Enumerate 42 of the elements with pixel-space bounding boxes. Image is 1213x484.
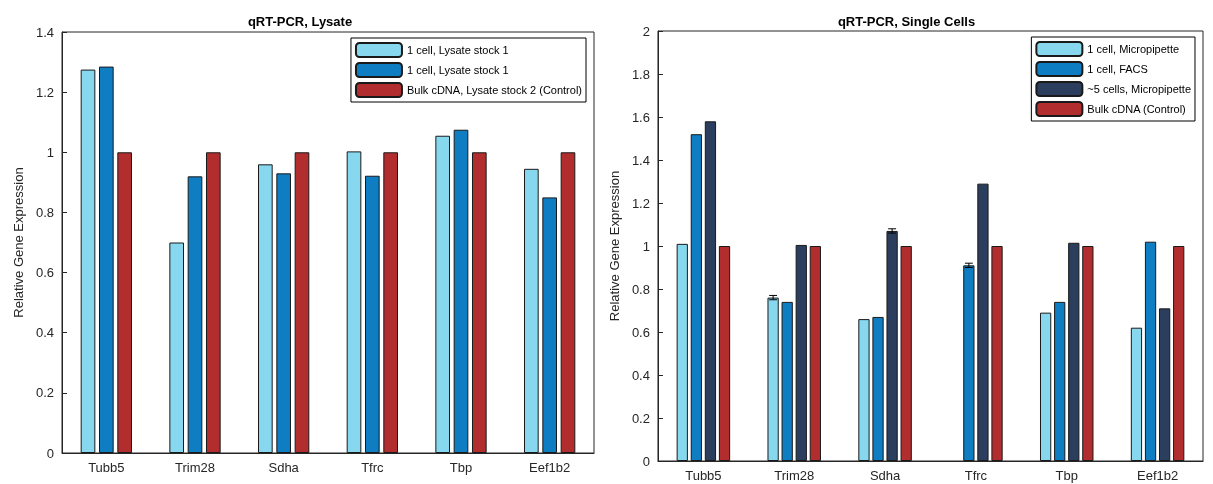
x-tick-label: Tbp — [1055, 468, 1078, 483]
y-tick-label: 0 — [642, 453, 650, 469]
y-tick-label: 1.2 — [631, 195, 650, 211]
legend-label: 1 cell, Lysate stock 1 — [406, 44, 509, 56]
y-tick-label: 0.6 — [631, 324, 650, 340]
y-tick-label: 1.8 — [631, 66, 650, 82]
y-axis-title: Relative Gene Expression — [11, 167, 27, 318]
y-tick-label: 1 — [46, 144, 54, 160]
y-tick-label: 0.2 — [631, 410, 650, 426]
legend-label: 1 cell, FACS — [1087, 63, 1148, 75]
x-tick-label: Eef1b2 — [529, 460, 571, 475]
x-tick-label: Tfrc — [964, 468, 988, 483]
chart-title: qRT-PCR, Single Cells — [837, 14, 976, 29]
legend-label: Bulk cDNA (Control) — [1087, 103, 1186, 115]
y-tick-label: 2 — [642, 23, 650, 39]
x-tick-label: Tubb5 — [685, 468, 722, 483]
x-tick-label: Tbp — [449, 460, 473, 475]
x-tick-label: Tfrc — [361, 460, 385, 475]
x-tick-label: Eef1b2 — [1136, 468, 1179, 483]
y-tick-label: 1.6 — [631, 109, 650, 125]
y-tick-label: 1 — [642, 238, 650, 254]
y-tick-label: 0.8 — [631, 281, 650, 297]
x-tick-label: Sdha — [869, 468, 902, 483]
y-tick-label: 0.2 — [35, 385, 54, 401]
y-tick-label: 1.2 — [35, 84, 54, 100]
y-tick-label: 0.6 — [35, 265, 54, 281]
x-tick-label: Trim28 — [175, 460, 215, 475]
chart-title: qRT-PCR, Lysate — [247, 14, 353, 29]
legend-label: 1 cell, Micropipette — [1087, 43, 1180, 55]
x-tick-label: Sdha — [268, 460, 300, 475]
y-tick-label: 0.4 — [35, 325, 54, 341]
legend-label: Bulk cDNA, Lysate stock 2 (Control) — [406, 84, 583, 96]
y-tick-label: 0.8 — [35, 204, 54, 220]
y-tick-label: 0.4 — [631, 367, 650, 383]
y-tick-label: 1.4 — [631, 152, 650, 168]
legend-label: ~5 cells, Micropipette — [1087, 83, 1192, 95]
x-tick-label: Trim28 — [774, 468, 815, 483]
x-tick-label: Tubb5 — [88, 460, 125, 475]
legend-label: 1 cell, Lysate stock 1 — [406, 64, 509, 76]
y-tick-label: 1.4 — [35, 24, 54, 40]
y-tick-label: 0 — [46, 445, 54, 461]
y-axis-title: Relative Gene Expression — [607, 170, 622, 322]
